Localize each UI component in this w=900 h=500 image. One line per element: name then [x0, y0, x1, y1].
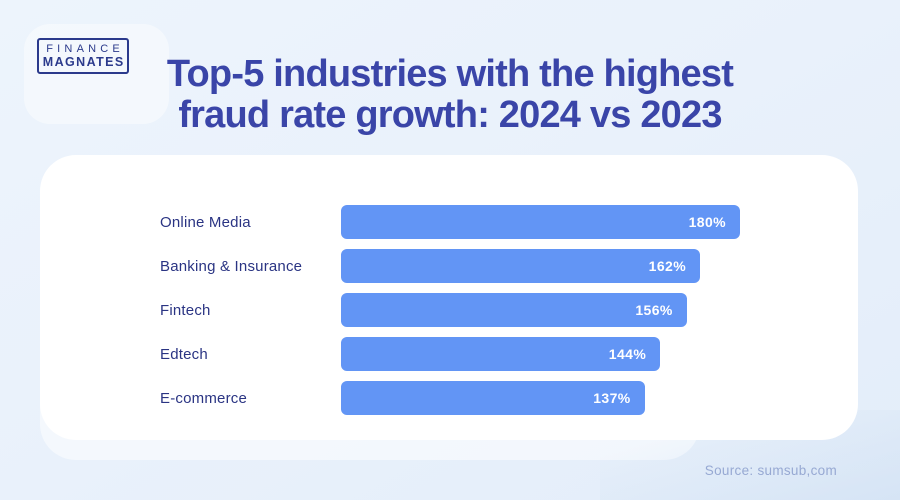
bar-track: 137% — [341, 381, 740, 415]
chart-row: Fintech 156% — [160, 293, 858, 327]
bar-value: 162% — [648, 258, 687, 274]
chart-row: Banking & Insurance 162% — [160, 249, 858, 283]
bar-track: 180% — [341, 205, 740, 239]
chart-row: E-commerce 137% — [160, 381, 858, 415]
finance-magnates-logo: FINANCE MAGNATES — [37, 38, 129, 74]
chart-row: Online Media 180% — [160, 205, 858, 239]
bar-label: Edtech — [160, 345, 208, 363]
page-title-line-2: fraud rate growth: 2024 vs 2023 — [178, 94, 722, 136]
bar-track: 162% — [341, 249, 740, 283]
bar-value: 144% — [608, 346, 647, 362]
source-caption: Source: sumsub,com — [704, 463, 837, 478]
bar-label: E-commerce — [160, 389, 248, 407]
logo-text-magnates: MAGNATES — [42, 55, 125, 69]
bar-value: 137% — [593, 390, 631, 406]
bar-value: 156% — [635, 302, 673, 318]
bar: 180% — [341, 205, 740, 239]
page-title-line-1: Top-5 industries with the highest — [166, 53, 734, 95]
background-blob — [24, 24, 169, 124]
bar-label: Online Media — [160, 213, 251, 231]
page-title: Top-5 industries with the highest fraud r… — [0, 54, 900, 136]
bar: 156% — [341, 293, 687, 327]
bar-track: 144% — [341, 337, 740, 371]
bar: 162% — [341, 249, 701, 283]
bar-chart: Online Media 180% Banking & Insurance 162% F… — [40, 155, 858, 415]
bar-label: Fintech — [160, 301, 211, 319]
bar: 137% — [341, 381, 645, 415]
bar: 144% — [341, 337, 661, 371]
bar-value: 180% — [688, 214, 726, 230]
logo-text-finance: FINANCE — [46, 43, 124, 55]
chart-card: Online Media 180% Banking & Insurance 162% F… — [40, 155, 858, 440]
chart-row: Edtech 144% — [160, 337, 858, 371]
bar-label: Banking & Insurance — [160, 257, 303, 275]
bar-track: 156% — [341, 293, 740, 327]
